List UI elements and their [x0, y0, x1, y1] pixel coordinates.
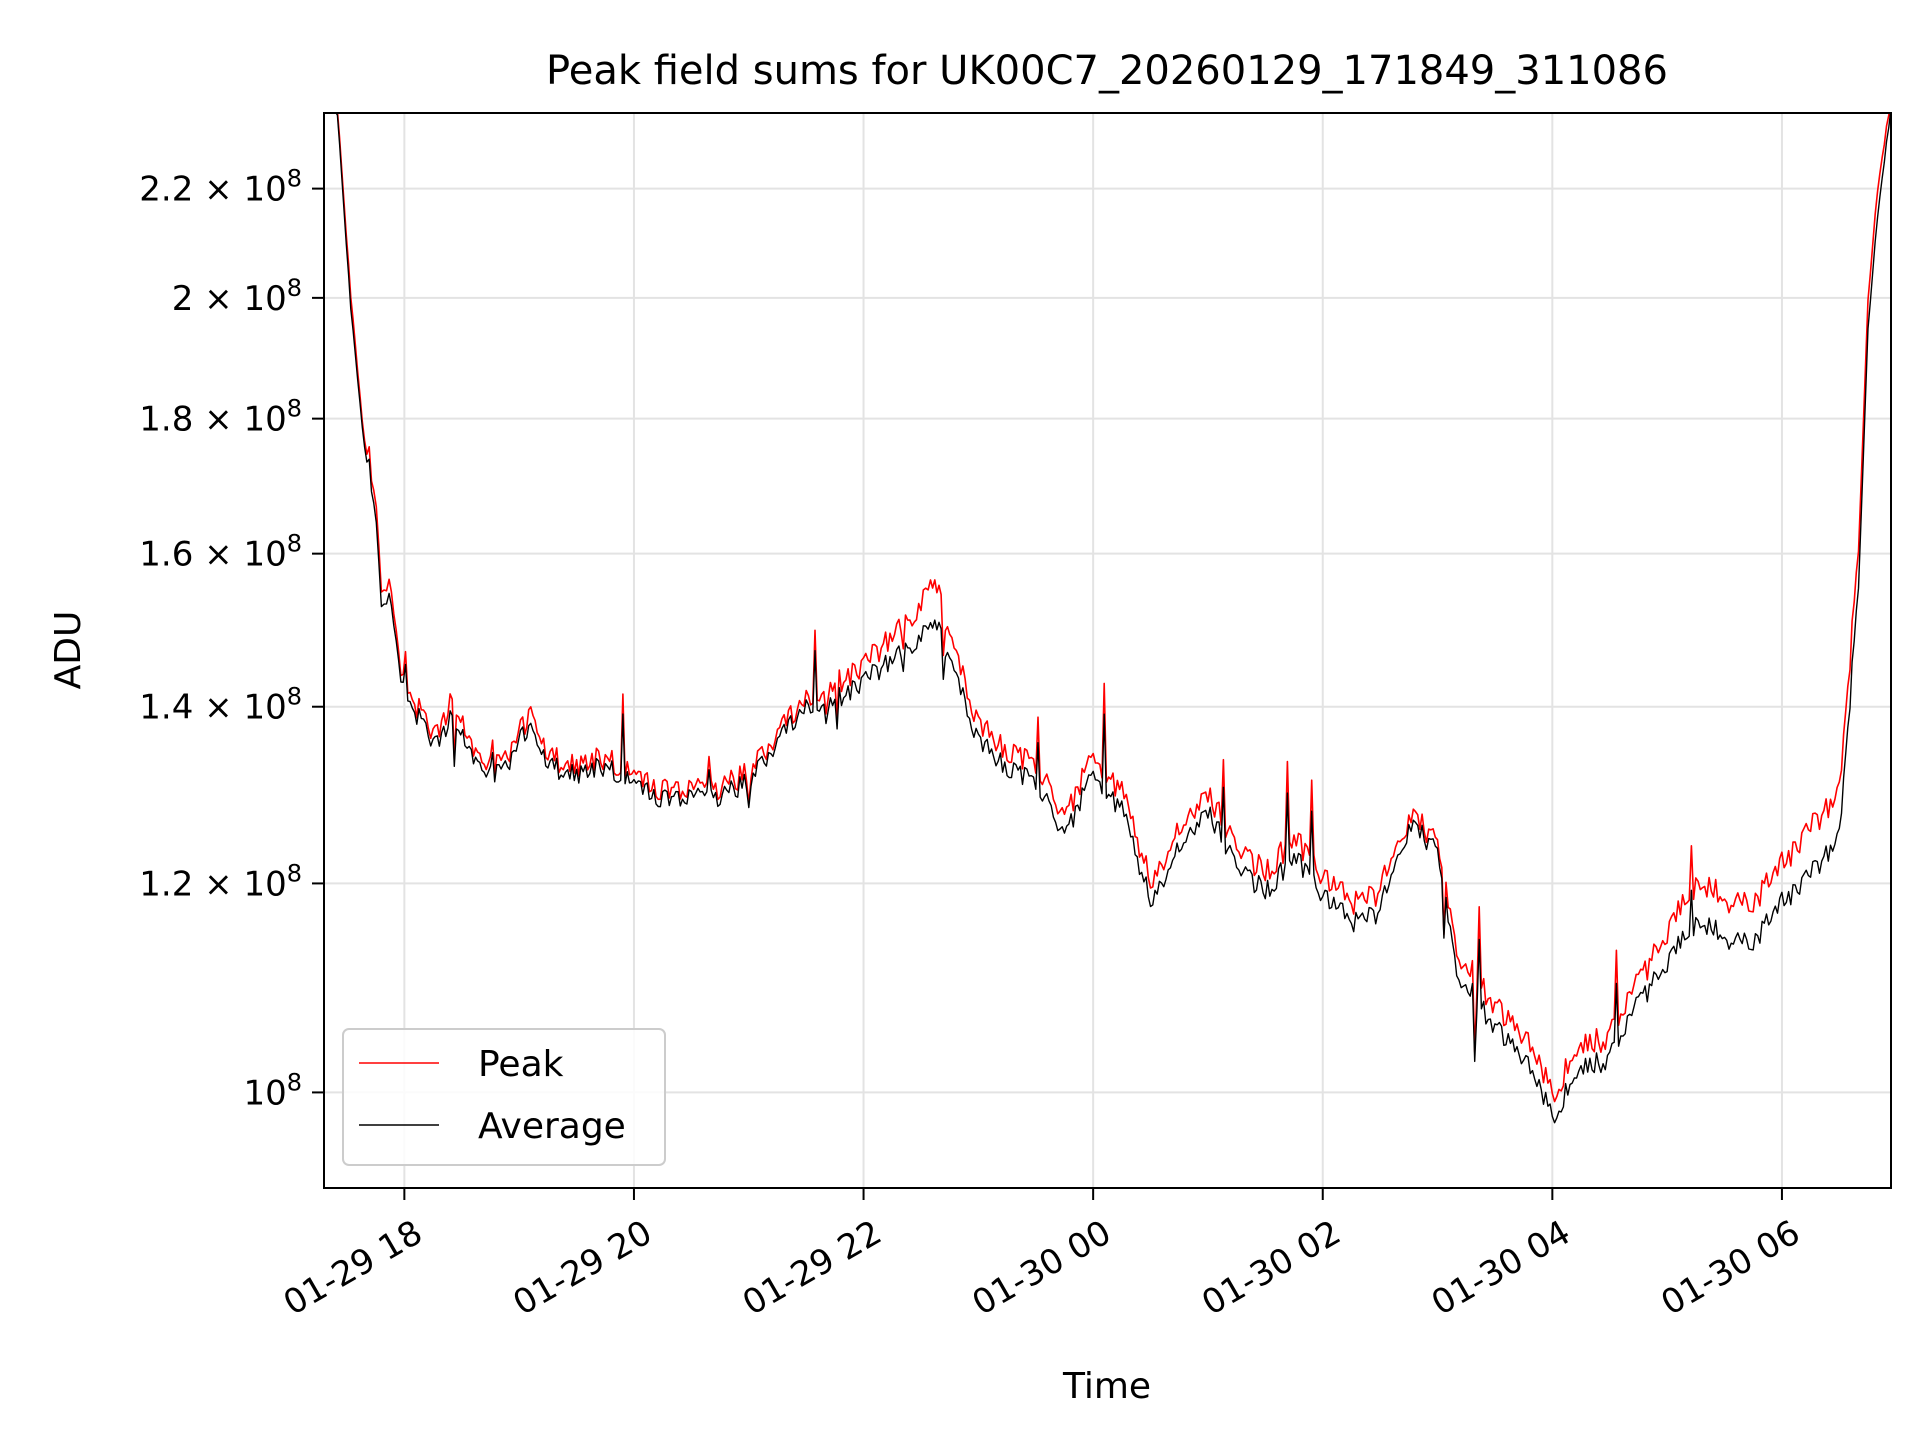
- y-tick-label: 108: [243, 1068, 302, 1113]
- series-line-average: [335, 113, 1891, 1124]
- y-axis-ticks: 108 1.2 × 108 1.4 × 108 1.6 × 108 1.8 × 108 2…: [139, 165, 324, 1113]
- y-tick-label: 2.2 × 108: [139, 165, 302, 210]
- y-tick-label: 1.4 × 108: [139, 683, 302, 728]
- legend-label-peak: Peak: [478, 1044, 564, 1085]
- y-tick-label: 1.2 × 108: [139, 859, 302, 904]
- y-tick-label: 2 × 108: [172, 274, 302, 319]
- x-axis-label: Time: [1062, 1366, 1151, 1407]
- y-tick-label: 1.8 × 108: [139, 395, 302, 440]
- chart-title: Peak field sums for UK00C7_20260129_1718…: [546, 48, 1668, 94]
- plot-frame: [323, 112, 1892, 1189]
- legend: Peak Average: [342, 1028, 666, 1166]
- y-tick-label: 1.6 × 108: [139, 530, 302, 575]
- series-line-peak: [336, 113, 1890, 1103]
- series-layer: [335, 113, 1891, 1124]
- legend-label-average: Average: [478, 1106, 626, 1147]
- y-axis-label: ADU: [48, 611, 89, 690]
- grid: [324, 113, 1891, 1188]
